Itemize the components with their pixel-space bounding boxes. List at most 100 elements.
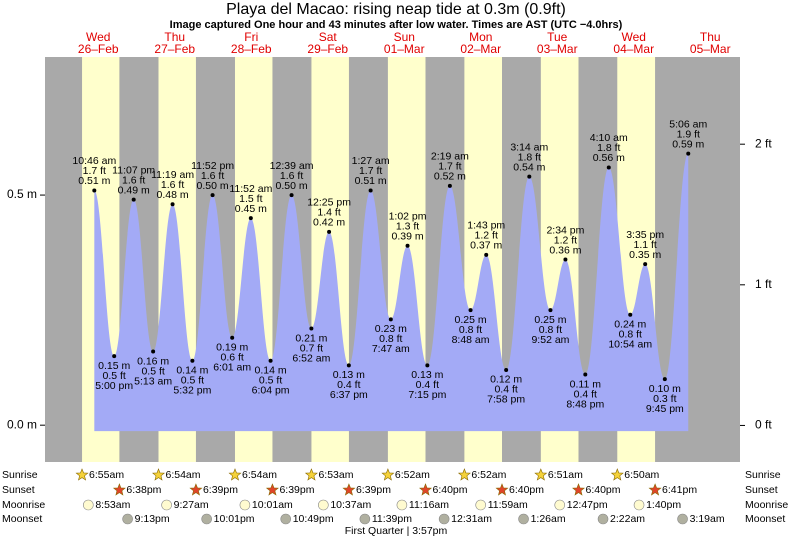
day-name: Thu	[700, 30, 721, 44]
sunset-time: 6:40pm	[586, 484, 621, 496]
tide-label: 9:52 am	[531, 334, 569, 346]
tide-label: 1.8 ft	[518, 151, 541, 163]
sunset-time: 6:41pm	[662, 484, 697, 496]
row-label: Sunset	[2, 484, 35, 496]
tide-label: 0.16 m	[137, 355, 169, 367]
tide-label: 9:45 pm	[646, 403, 684, 415]
tide-point	[289, 193, 294, 198]
tide-point	[210, 193, 215, 198]
moonset-icon	[518, 513, 529, 525]
tide-area	[94, 153, 689, 432]
sunset-icon	[342, 483, 356, 496]
tide-label: 0.21 m	[295, 332, 327, 344]
sunset-time: 6:39pm	[203, 484, 238, 496]
tide-label: 8:48 am	[452, 334, 490, 346]
sunset-icon	[112, 483, 126, 496]
tide-label: 2:34 pm	[546, 224, 584, 236]
tide-point	[643, 262, 648, 267]
tide-point	[583, 372, 588, 377]
tide-label: 1.7 ft	[83, 165, 106, 177]
tide-label: 1:43 pm	[467, 220, 505, 232]
moonset-icon	[597, 513, 609, 525]
y2-tick-label: 0 ft	[755, 418, 772, 432]
tide-label: 1.7 ft	[438, 161, 461, 173]
sunrise-icon	[534, 468, 548, 481]
moonset-icon	[280, 513, 292, 525]
tide-label: 1:02 pm	[389, 210, 427, 222]
sunrise-icon	[381, 468, 395, 481]
sunrise-time: 6:55am	[89, 469, 124, 481]
day-name: Wed	[86, 30, 110, 44]
tide-label: 0.15 m	[98, 360, 130, 372]
sunrise-time: 6:52am	[395, 469, 430, 481]
sunrise-icon	[75, 468, 89, 481]
row-label: Moonset	[2, 513, 42, 525]
tide-label: 0.4 ft	[337, 379, 360, 391]
sunset-time: 6:40pm	[509, 484, 544, 496]
tide-label: 0.12 m	[490, 374, 522, 386]
sunset-icon	[419, 483, 432, 496]
tide-point	[405, 243, 410, 248]
tide-point	[468, 308, 473, 313]
tide-point	[563, 257, 568, 262]
tide-label: 0.45 m	[235, 203, 267, 215]
tide-label: 0.52 m	[434, 171, 466, 183]
tide-label: 11:52 am	[229, 183, 272, 195]
tide-label: 6:52 am	[292, 352, 330, 364]
tide-point	[504, 367, 509, 372]
tide-label: 0.25 m	[534, 314, 566, 326]
sunset-time: 6:40pm	[433, 484, 468, 496]
chart-subtitle: Image captured One hour and 43 minutes a…	[170, 19, 623, 31]
tide-label: 0.7 ft	[300, 342, 323, 354]
tide-label: 0.35 m	[629, 249, 661, 261]
tide-label: 0.8 ft	[539, 324, 562, 336]
tide-label: 0.4 ft	[574, 388, 597, 400]
tide-label: 0.37 m	[470, 240, 502, 252]
tide-label: 1.3 ft	[396, 220, 419, 232]
tide-label: 0.8 ft	[619, 329, 642, 341]
moonrise-time: 10:37am	[330, 499, 371, 511]
tide-point	[346, 363, 351, 368]
tide-point	[368, 188, 373, 193]
tide-point	[190, 358, 195, 363]
moonset-time: 10:01pm	[214, 513, 255, 525]
tide-point	[662, 377, 667, 382]
sunset-time: 6:39pm	[356, 484, 391, 496]
row-label: Sunrise	[745, 469, 781, 481]
day-date: 26–Feb	[78, 42, 119, 56]
sunrise-icon	[304, 468, 318, 481]
tide-label: 7:47 am	[372, 343, 410, 355]
row-label: Moonrise	[2, 499, 45, 511]
moonset-time: 1:26am	[531, 513, 566, 525]
moonrise-icon	[475, 499, 486, 511]
tide-label: 0.50 m	[197, 180, 229, 192]
sunset-icon	[265, 483, 279, 496]
tide-label: 5:32 pm	[173, 385, 211, 397]
tide-point	[230, 335, 235, 340]
tide-label: 11:19 am	[151, 169, 194, 181]
y-tick-label: 0.5 m	[7, 187, 37, 201]
sunset-icon	[648, 483, 662, 496]
moonset-time: 11:39pm	[372, 513, 412, 525]
day-name: Tue	[547, 30, 568, 44]
moonrise-icon	[396, 499, 408, 511]
tide-label: 0.5 ft	[141, 365, 164, 377]
tide-label: 1.5 ft	[239, 193, 262, 205]
tide-point	[447, 183, 452, 188]
sunrise-time: 6:53am	[318, 469, 353, 481]
tide-label: 0.10 m	[649, 383, 681, 395]
tide-label: 10:54 am	[608, 339, 652, 351]
tide-label: 0.13 m	[333, 369, 365, 381]
y-tick-label: 0.0 m	[7, 417, 37, 431]
y2-tick-label: 2 ft	[755, 136, 772, 150]
row-label: Moonrise	[745, 499, 788, 511]
sunset-icon	[495, 483, 509, 496]
tide-label: 12:25 pm	[307, 197, 351, 209]
moonrise-time: 8:53am	[95, 499, 130, 511]
tide-label: 1.6 ft	[161, 179, 184, 191]
day-date: 05–Mar	[690, 42, 731, 56]
tide-label: 0.4 ft	[416, 379, 439, 391]
sunset-icon	[189, 483, 203, 496]
tide-label: 1.1 ft	[633, 239, 656, 251]
tide-label: 0.11 m	[570, 378, 602, 390]
